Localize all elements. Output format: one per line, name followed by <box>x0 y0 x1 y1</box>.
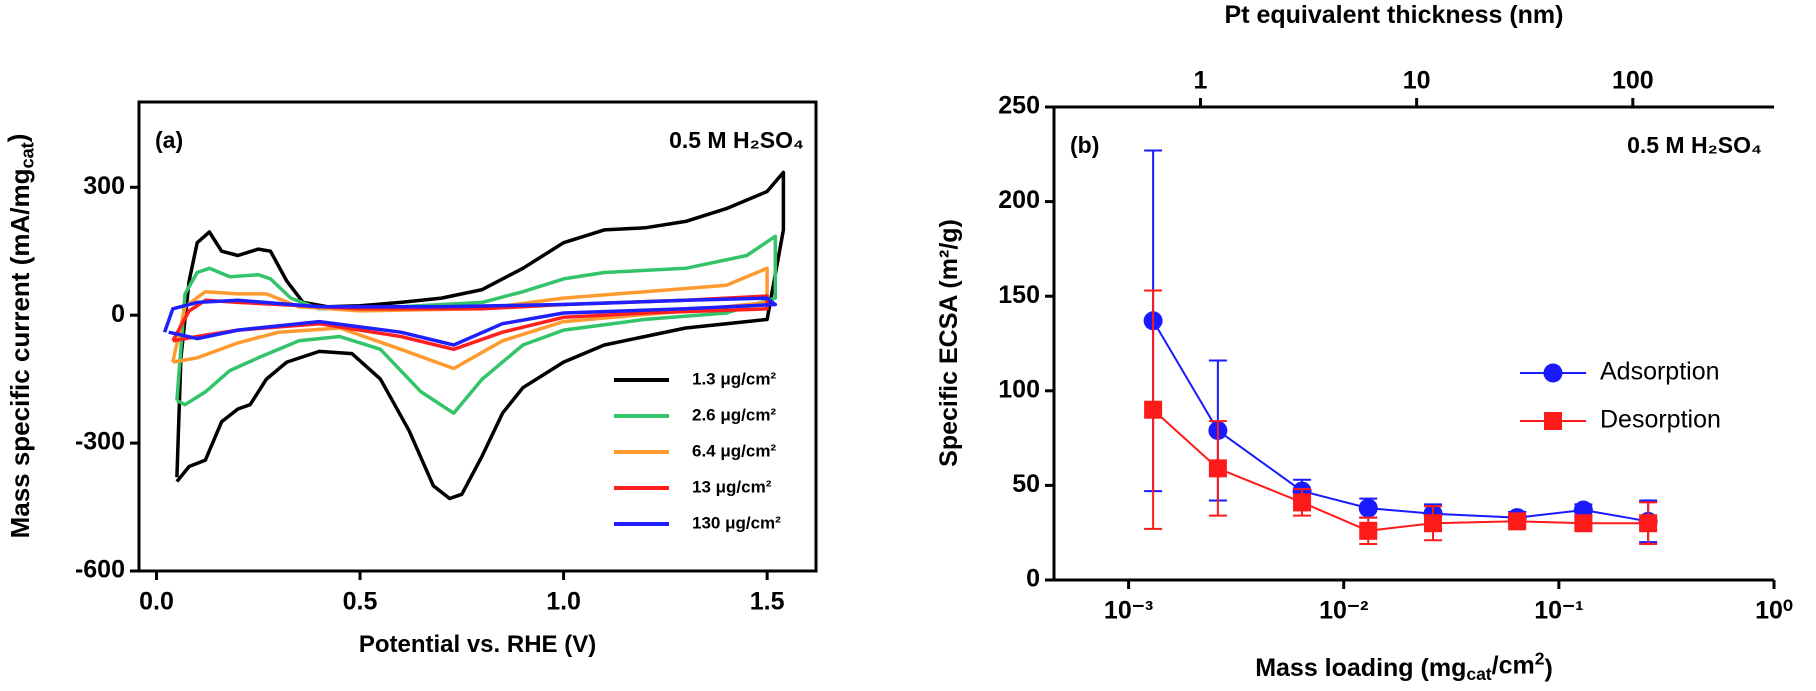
label-part: Specific ECSA (m²/g) <box>935 219 963 467</box>
label-part: Mass loading (mg <box>1255 654 1466 682</box>
series-line <box>1152 408 1649 532</box>
label-part: cat <box>17 142 37 168</box>
data-point <box>1358 498 1378 518</box>
legend-label: 2.6 μg/cm² <box>692 405 776 424</box>
series-line <box>1152 320 1649 523</box>
legend-label: 130 μg/cm² <box>692 513 781 532</box>
data-point <box>1144 400 1163 419</box>
data-point <box>1208 459 1227 478</box>
annotation: 0.5 M H₂SO₄ <box>1627 132 1762 158</box>
y-tick-label: 50 <box>1012 470 1040 498</box>
label-part: ) <box>1544 654 1552 682</box>
panel-label: (a) <box>155 127 183 153</box>
x2-axis-label: Pt equivalent thickness (nm) <box>1225 1 1564 29</box>
data-point <box>1508 512 1527 531</box>
x2-tick-label: 1 <box>1194 67 1208 95</box>
y-tick-label: -600 <box>75 556 125 584</box>
y-tick-label: 250 <box>998 92 1040 120</box>
cv-curve <box>175 234 778 415</box>
y-tick-label: 300 <box>83 172 125 200</box>
cv-curve <box>171 266 769 371</box>
x-axis-label: Mass loading (mgcat/cm2) <box>1255 648 1553 684</box>
x2-tick-label: 100 <box>1612 67 1654 95</box>
x-tick-label: 1.5 <box>750 588 785 616</box>
data-point <box>1424 514 1443 533</box>
cv-curve <box>171 294 769 352</box>
label-part: Pt equivalent thickness (nm) <box>1225 1 1564 29</box>
data-point <box>1639 514 1658 533</box>
label-part: cat <box>1466 664 1491 684</box>
legend-marker <box>1543 363 1563 383</box>
y-tick-label: 0 <box>1026 565 1040 593</box>
legend-label: 13 μg/cm² <box>692 477 772 496</box>
legend-marker <box>1544 412 1562 430</box>
legend-label: Adsorption <box>1600 358 1720 386</box>
x-tick-label: 10⁻¹ <box>1534 597 1583 625</box>
y-tick-label: 100 <box>998 375 1040 403</box>
x-tick-label: 0.0 <box>139 588 174 616</box>
x-tick-label: 1.0 <box>546 588 581 616</box>
y-axis-label: Mass specific current (mA/mgcat) <box>2 134 37 539</box>
x-tick-label: 10⁻³ <box>1104 597 1153 625</box>
legend-label: Desorption <box>1600 406 1721 434</box>
x-tick-label: 10⁰ <box>1755 597 1793 625</box>
plot-frame <box>137 100 818 573</box>
x-axis-label: Potential vs. RHE (V) <box>359 631 596 658</box>
data-point <box>1574 514 1593 533</box>
label-part: /cm <box>1492 651 1535 679</box>
cv-curve <box>175 170 786 501</box>
x2-tick-label: 10 <box>1403 67 1431 95</box>
panel-label: (b) <box>1070 132 1099 158</box>
label-part: Mass specific current (mA/mg <box>5 169 35 539</box>
cv-curve <box>162 296 778 347</box>
y-tick-label: 0 <box>111 300 125 328</box>
y-tick-label: 150 <box>998 281 1040 309</box>
y-axis-label: Specific ECSA (m²/g) <box>935 219 963 467</box>
legend-label: 1.3 μg/cm² <box>692 369 776 388</box>
data-point <box>1293 493 1312 512</box>
x-tick-label: 10⁻² <box>1319 597 1368 625</box>
x-tick-label: 0.5 <box>343 588 378 616</box>
label-part: 2 <box>1535 648 1545 668</box>
annotation: 0.5 M H₂SO₄ <box>669 127 804 153</box>
label-part: ) <box>2 134 32 143</box>
y-tick-label: 200 <box>998 186 1040 214</box>
data-point <box>1359 521 1378 540</box>
label-part: Potential vs. RHE (V) <box>359 631 596 658</box>
legend-label: 6.4 μg/cm² <box>692 441 776 460</box>
y-tick-label: -300 <box>75 428 125 456</box>
